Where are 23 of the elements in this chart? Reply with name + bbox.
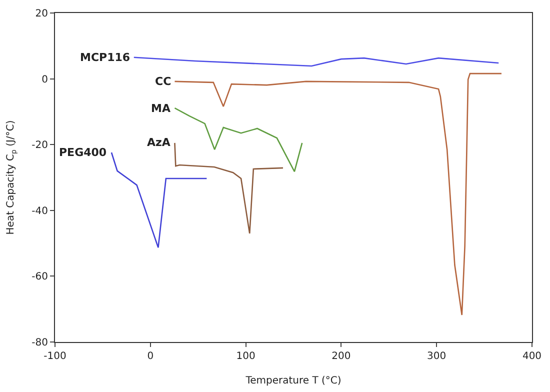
x-tick-label: 200 xyxy=(332,351,351,362)
line-series xyxy=(133,56,500,67)
series-label: MA xyxy=(151,102,171,115)
y-tick-label: -80 xyxy=(32,338,48,348)
x-axis-title: Temperature T (°C) xyxy=(244,376,342,386)
x-tick-label: 100 xyxy=(236,351,256,362)
y-tick-label: 0 xyxy=(42,74,48,86)
line-series xyxy=(174,142,284,234)
x-tick-label: 400 xyxy=(522,351,542,362)
x-tick-label: 0 xyxy=(147,351,154,362)
y-tick-label: 20 xyxy=(35,8,48,20)
x-tick-label: 300 xyxy=(427,351,446,362)
line-series xyxy=(174,72,502,316)
series-label: AzA xyxy=(147,136,171,149)
y-tick-label: -40 xyxy=(32,206,48,217)
y-tick-label: -60 xyxy=(32,272,48,283)
line-series xyxy=(174,107,303,172)
x-tick-label: -100 xyxy=(44,351,66,362)
series-label: CC xyxy=(155,75,172,88)
line-series xyxy=(110,152,208,248)
y-tick-label: -20 xyxy=(32,140,48,152)
series-label: MCP116 xyxy=(80,51,130,64)
series-label: PEG400 xyxy=(59,146,107,159)
